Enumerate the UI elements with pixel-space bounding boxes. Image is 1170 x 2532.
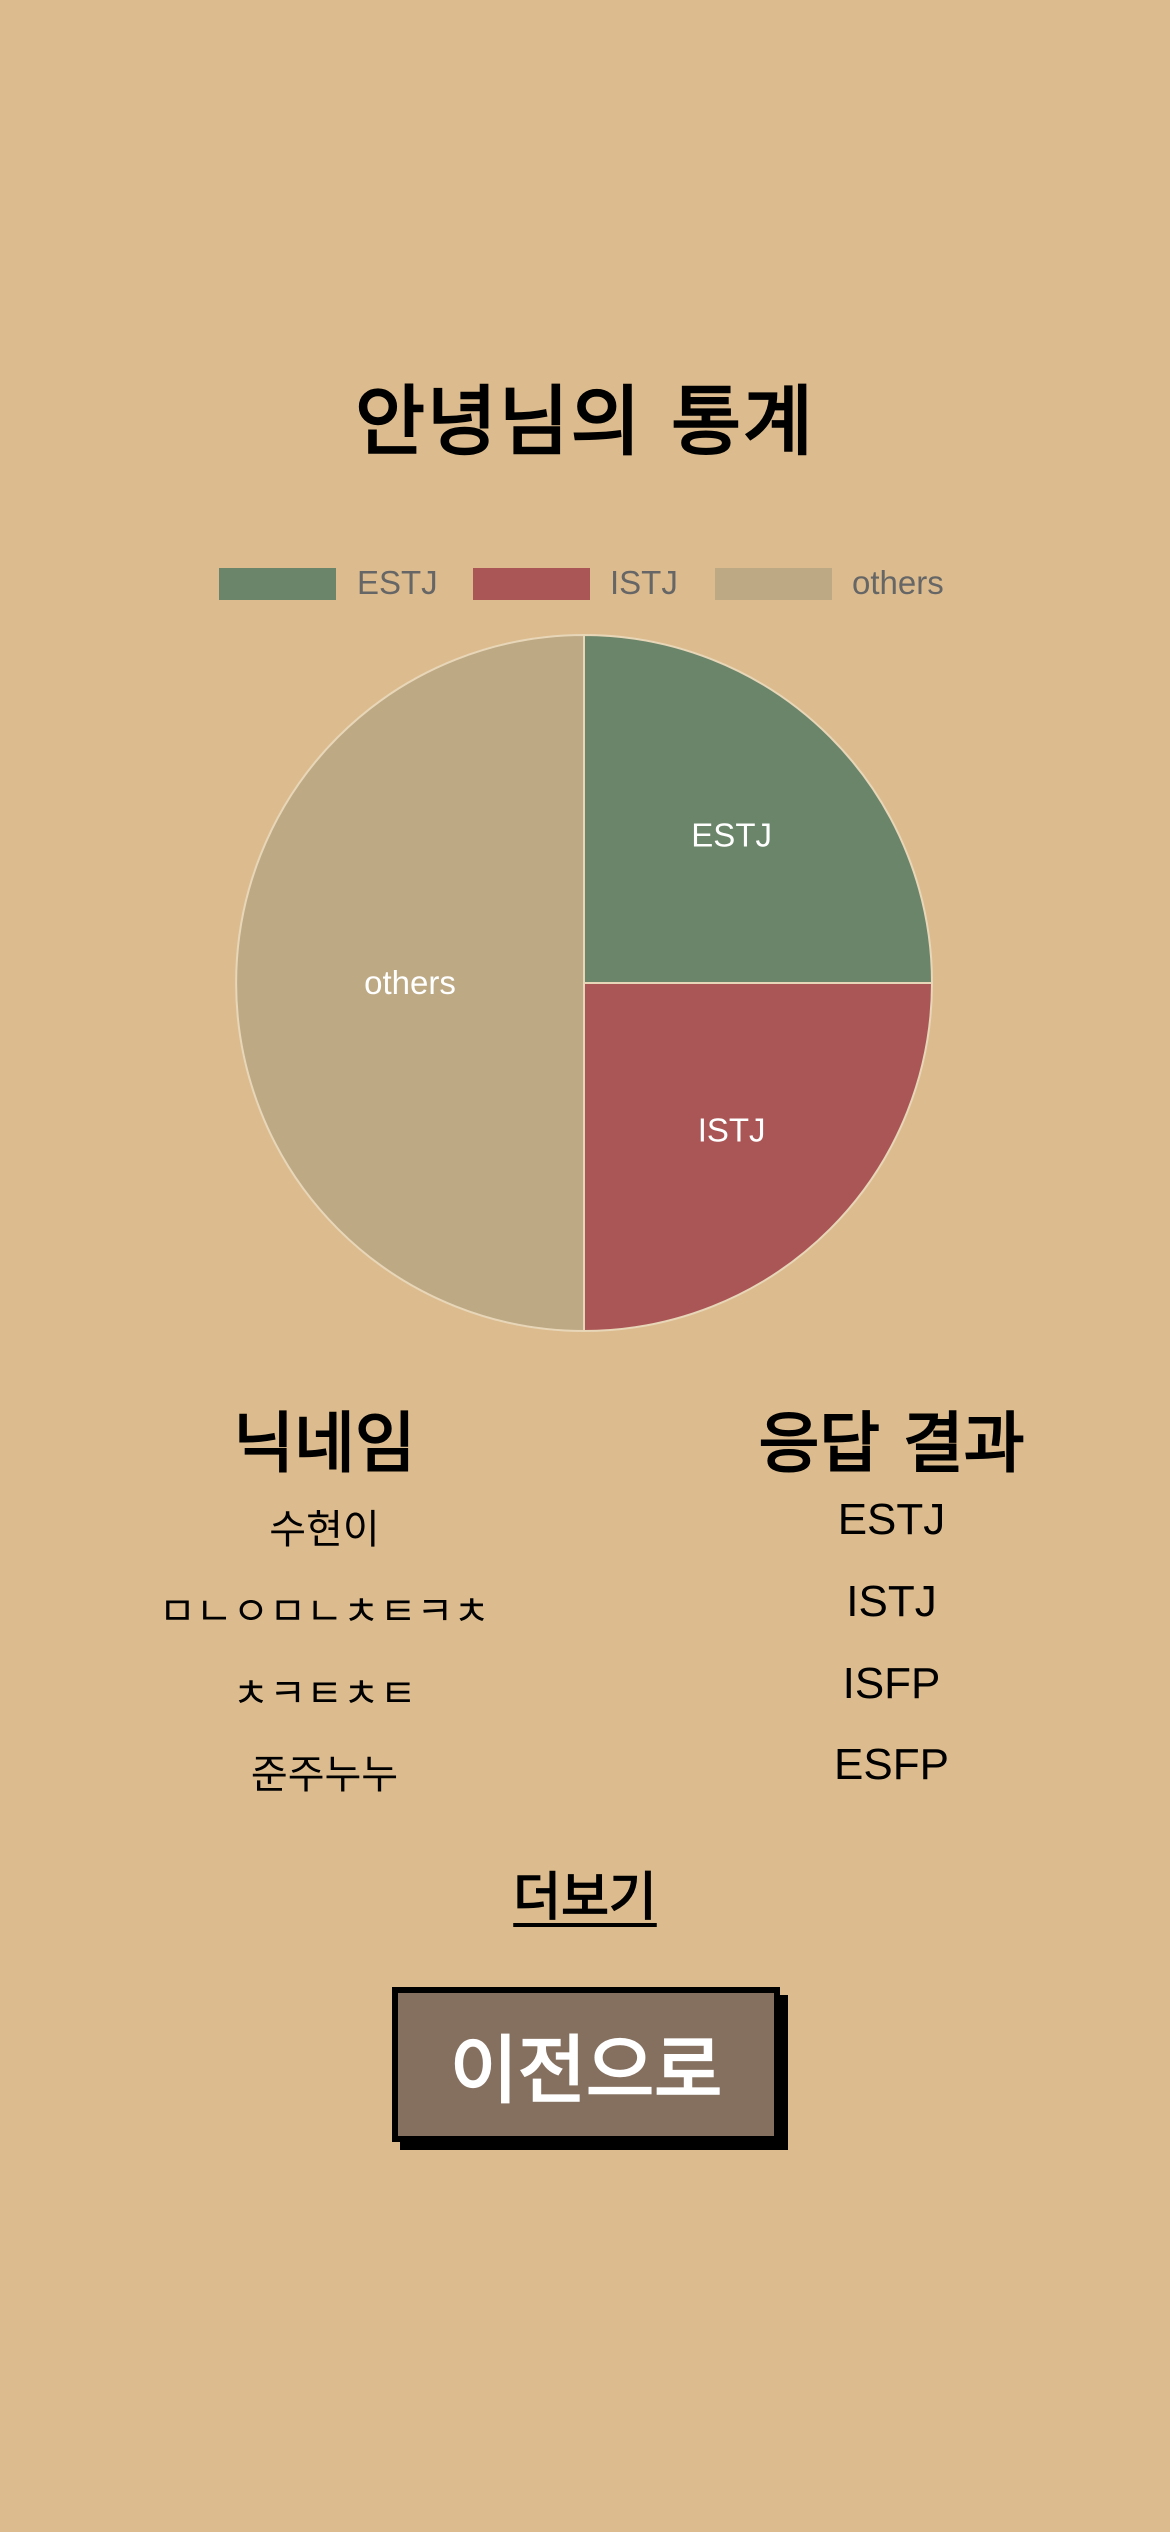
row-nickname: 수현이: [269, 1507, 380, 1553]
pie-label-estj: ESTJ: [691, 816, 772, 853]
row-result: ISTJ: [846, 1577, 937, 1626]
row-result: ESTJ: [837, 1495, 946, 1544]
pie-chart: ESTJ ISTJ others: [235, 633, 934, 1333]
legend-label-istj[interactable]: ISTJ: [610, 564, 678, 601]
header-nickname: 닉네임: [233, 1405, 416, 1482]
pie-slice-istj[interactable]: [583, 982, 934, 1333]
row-nickname: ㅁㄴㅇㅁㄴㅊㅌㅋㅊ: [158, 1589, 491, 1635]
more-link-wrap: 더보기: [0, 1855, 1170, 1930]
legend-swatch-estj[interactable]: [219, 568, 336, 600]
pie-label-others: others: [364, 964, 456, 1001]
more-link[interactable]: 더보기: [513, 1868, 657, 1928]
legend-label-estj[interactable]: ESTJ: [357, 564, 438, 601]
row-nickname: 준주누누: [250, 1752, 399, 1798]
pie-slice-estj[interactable]: [583, 633, 934, 984]
row-result: ESFP: [834, 1740, 949, 1789]
pie-slice-others[interactable]: [235, 633, 585, 1333]
page-title: 안녕님의 통계: [355, 377, 815, 466]
legend-swatch-istj[interactable]: [473, 568, 590, 600]
header-result: 응답 결과: [758, 1405, 1025, 1482]
pie-label-istj: ISTJ: [698, 1112, 766, 1149]
legend-label-others[interactable]: others: [852, 564, 944, 601]
back-button[interactable]: 이전으로: [392, 1987, 780, 2142]
row-nickname: ㅊㅋㅌㅊㅌ: [232, 1671, 417, 1717]
row-result: ISFP: [842, 1659, 941, 1708]
legend-swatch-others[interactable]: [715, 568, 832, 600]
